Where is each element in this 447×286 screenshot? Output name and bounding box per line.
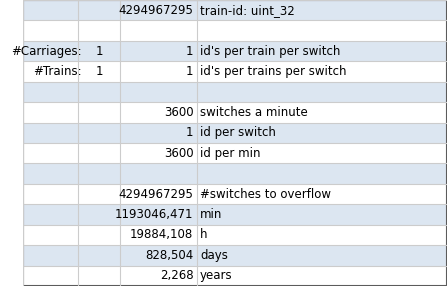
Text: switches a minute: switches a minute: [200, 106, 308, 119]
Text: 19884,108: 19884,108: [130, 229, 194, 241]
Text: 1: 1: [95, 45, 103, 57]
Text: 828,504: 828,504: [145, 249, 194, 262]
Bar: [23, 266, 447, 286]
Text: 3600: 3600: [164, 106, 194, 119]
Text: h: h: [200, 229, 207, 241]
Text: id's per trains per switch: id's per trains per switch: [200, 65, 346, 78]
Bar: [23, 225, 447, 245]
Text: train-id: uint_32: train-id: uint_32: [200, 4, 295, 17]
Bar: [23, 204, 447, 225]
Text: years: years: [200, 269, 233, 282]
Bar: [23, 163, 447, 184]
Bar: [23, 184, 447, 204]
Bar: [23, 123, 447, 143]
Text: 4294967295: 4294967295: [118, 4, 194, 17]
Text: 1: 1: [186, 65, 194, 78]
Text: 1: 1: [186, 45, 194, 57]
Bar: [23, 82, 447, 102]
Text: 1193046,471: 1193046,471: [115, 208, 194, 221]
Bar: [23, 102, 447, 123]
Text: 1: 1: [95, 65, 103, 78]
Text: id per min: id per min: [200, 147, 261, 160]
Text: 2,268: 2,268: [160, 269, 194, 282]
Bar: [23, 41, 447, 61]
Text: 3600: 3600: [164, 147, 194, 160]
Bar: [23, 245, 447, 266]
Text: id's per train per switch: id's per train per switch: [200, 45, 341, 57]
Bar: [23, 143, 447, 163]
Text: 4294967295: 4294967295: [118, 188, 194, 200]
Text: 1: 1: [186, 126, 194, 139]
Text: #Trains:: #Trains:: [33, 65, 81, 78]
Text: min: min: [200, 208, 223, 221]
Bar: [23, 0, 447, 20]
Text: id per switch: id per switch: [200, 126, 276, 139]
Text: #Carriages:: #Carriages:: [11, 45, 81, 57]
Text: days: days: [200, 249, 228, 262]
Bar: [23, 61, 447, 82]
Bar: [23, 20, 447, 41]
Text: #switches to overflow: #switches to overflow: [200, 188, 331, 200]
